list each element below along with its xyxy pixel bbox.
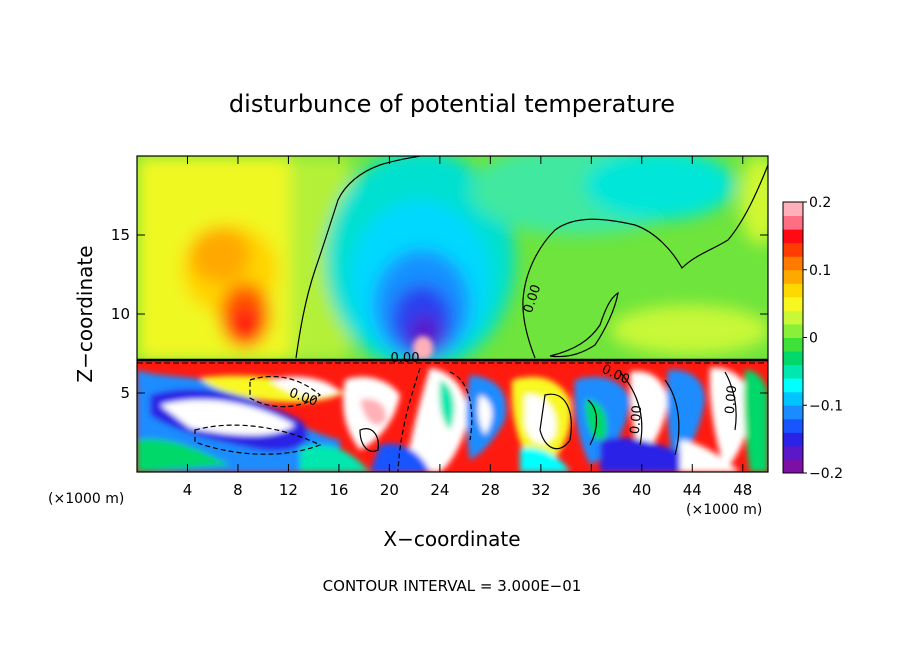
y-axis: 5 10 15 [111, 226, 768, 402]
colorbar-swatch [783, 351, 803, 366]
colorbar-tick-label: −0.1 [809, 398, 843, 414]
contour-label: 0.00 [628, 405, 645, 435]
y-tick-label: 5 [120, 384, 130, 402]
x-tick-label: 28 [481, 481, 500, 499]
colorbar-swatch [783, 296, 803, 311]
x-tick-label: 4 [183, 481, 193, 499]
y-axis-label: Z−coordinate [73, 245, 97, 382]
colorbar-swatch [783, 391, 803, 406]
x-tick-label: 24 [430, 481, 449, 499]
contour-label: 0.00 [723, 385, 740, 415]
x-tick-label: 16 [329, 481, 348, 499]
colorbar-swatch [783, 323, 803, 338]
contour-lines [194, 156, 768, 472]
colorbar-swatch [783, 202, 803, 217]
colorbar-tick-label: 0.2 [809, 195, 831, 211]
colorbar-tick-label: 0.1 [809, 263, 831, 279]
x-axis-label: X−coordinate [383, 527, 520, 551]
colorbar-labels: 0.2 0.1 0 −0.1 −0.2 [803, 195, 843, 482]
colorbar-swatch [783, 337, 803, 352]
colorbar-swatch [783, 242, 803, 257]
plot-area: 0.00 0.00 0.00 0.00 0.00 0.00 [137, 156, 768, 472]
colorbar-swatch [783, 445, 803, 460]
x-tick-label: 20 [380, 481, 399, 499]
contour-interval-text: CONTOUR INTERVAL = 3.000E−01 [323, 577, 582, 595]
x-tick-label: 44 [683, 481, 702, 499]
x-axis: 4 8 12 16 20 24 28 32 36 40 44 48 [183, 156, 752, 499]
colorbar-swatch [783, 283, 803, 298]
colorbar-swatch [783, 256, 803, 271]
warm-core [413, 336, 433, 360]
x-tick-label: 12 [279, 481, 298, 499]
colorbar [782, 201, 804, 474]
colorbar-swatch [783, 310, 803, 325]
colorbar-swatch [783, 269, 803, 284]
colorbar-tick-label: −0.2 [809, 466, 843, 482]
y-tick-label: 10 [111, 305, 130, 323]
colorbar-swatch [783, 378, 803, 393]
x-tick-label: 8 [233, 481, 243, 499]
colorbar-swatch [783, 215, 803, 230]
x-tick-label: 36 [582, 481, 601, 499]
x-unit-label: (×1000 m) [48, 491, 124, 507]
colorbar-swatch [783, 459, 803, 474]
x-tick-label: 32 [531, 481, 550, 499]
x-tick-label: 48 [733, 481, 752, 499]
boundary-layer [137, 358, 768, 472]
colorbar-swatch [783, 229, 803, 244]
contour-label: 0.00 [391, 351, 420, 366]
y-tick-label: 15 [111, 226, 130, 244]
upper-field [137, 156, 768, 370]
colorbar-swatch [783, 405, 803, 420]
colorbar-swatch [783, 418, 803, 433]
chart-title: disturbunce of potential temperature [229, 90, 675, 118]
x-unit-label-right: (×1000 m) [686, 502, 762, 518]
colorbar-tick-label: 0 [809, 331, 818, 347]
x-tick-label: 40 [632, 481, 651, 499]
colorbar-swatch [783, 432, 803, 447]
colorbar-swatch [783, 364, 803, 379]
